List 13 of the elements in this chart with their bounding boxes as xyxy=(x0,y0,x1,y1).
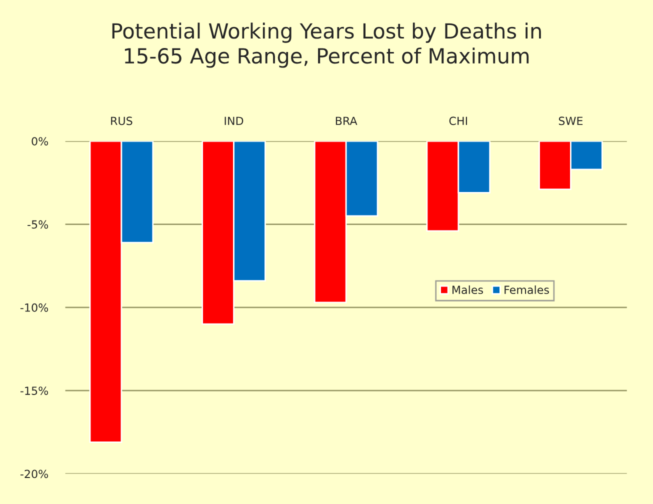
x-tick-label: BRA xyxy=(336,116,358,125)
x-tick-label: RUS xyxy=(111,116,132,126)
legend-label: Females xyxy=(504,285,549,294)
y-tick-label: -20% xyxy=(20,470,48,478)
y-tick-label: -5% xyxy=(28,220,48,229)
x-tick-label: SWE xyxy=(558,116,583,126)
y-tick-label: -10% xyxy=(20,303,48,312)
y-tick-label: -15% xyxy=(20,386,48,395)
chart-title: Potential Working Years Lost by Deaths in 15-65 Age Range, Percent of Maximum xyxy=(112,22,541,68)
y-tick-label: 0% xyxy=(32,137,48,146)
x-tick-label: IND xyxy=(224,116,244,125)
x-tick-label: CHI xyxy=(449,116,468,126)
legend-label: Males xyxy=(452,285,483,294)
